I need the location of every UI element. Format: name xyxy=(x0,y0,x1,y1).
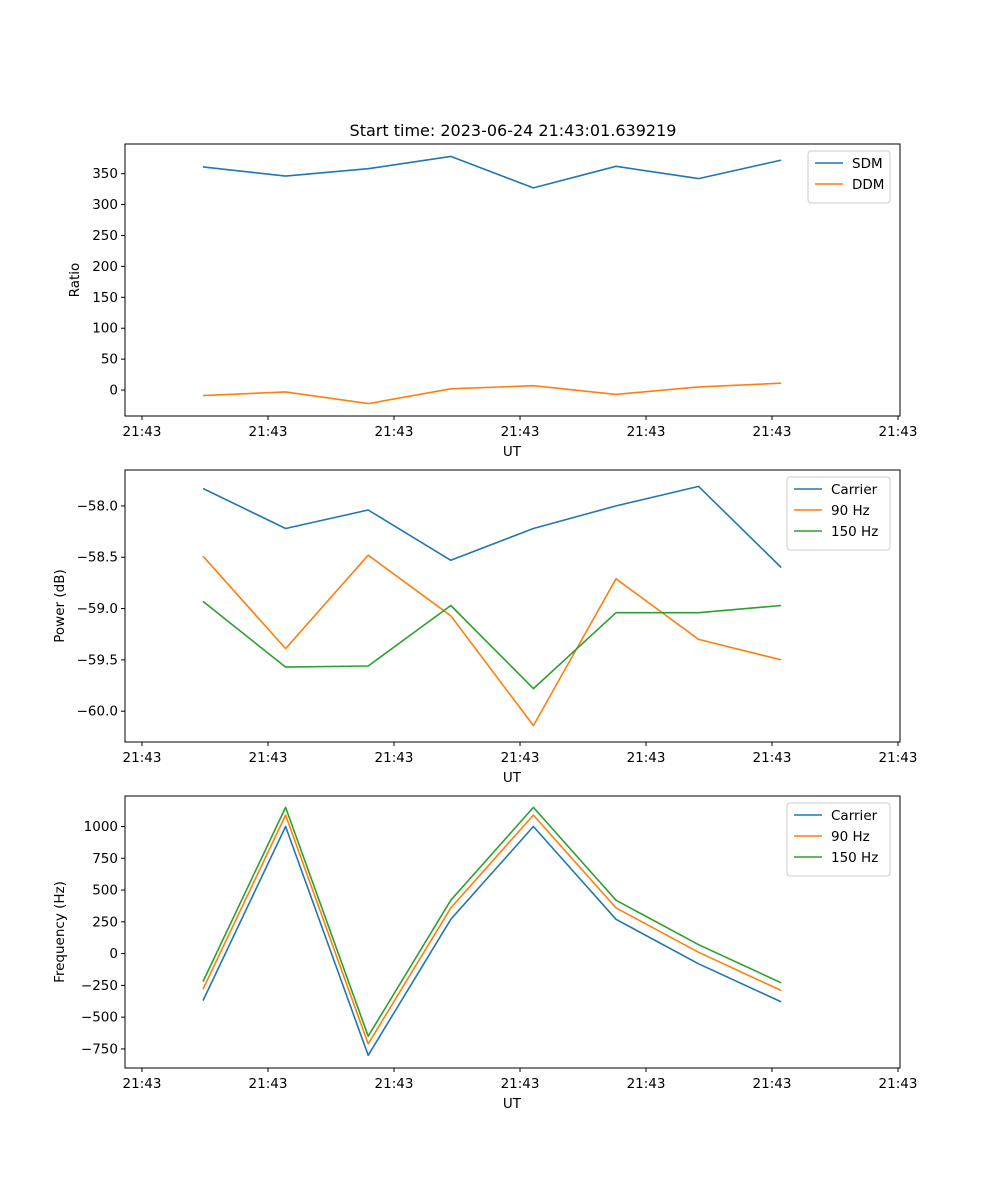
legend: Carrier 90 Hz 150 Hz xyxy=(786,802,891,877)
y-tick-label: −750 xyxy=(81,1041,118,1057)
x-tick-label: 21:43 xyxy=(249,1076,288,1092)
y-tick-label: −58.5 xyxy=(77,550,118,566)
legend-label: 150 Hz xyxy=(831,850,878,866)
x-tick-label: 21:43 xyxy=(123,750,162,766)
x-tick-label: 21:43 xyxy=(501,424,540,440)
x-axis-label: UT xyxy=(503,1096,522,1112)
y-tick-label: −250 xyxy=(81,978,118,994)
series-line-90-hz xyxy=(202,554,782,727)
subplot-1: 0 50 100 150 200 250 300 350 21:43 21:43 21:43 21:4… xyxy=(67,143,918,460)
x-tick-label: 21:43 xyxy=(627,424,666,440)
y-tick-label: 200 xyxy=(92,259,118,275)
y-tick-label: 250 xyxy=(92,914,118,930)
y-axis-label: Power (dB) xyxy=(52,569,68,642)
chart-title: Start time: 2023-06-24 21:43:01.639219 xyxy=(350,121,677,140)
legend-label: Carrier xyxy=(831,482,878,498)
y-tick-label: 300 xyxy=(92,197,118,213)
legend-label: Carrier xyxy=(831,808,878,824)
y-tick-label: 1000 xyxy=(84,819,118,835)
x-tick-label: 21:43 xyxy=(879,424,918,440)
legend-label: 90 Hz xyxy=(831,829,870,845)
subplot-3: −750 −500 −250 0 250 500 750 1000 21:43 21:43 21:4… xyxy=(52,795,918,1112)
x-tick-label: 21:43 xyxy=(879,1076,918,1092)
x-tick-label: 21:43 xyxy=(501,1076,540,1092)
y-tick-label: 50 xyxy=(101,352,118,368)
legend: Carrier 90 Hz 150 Hz xyxy=(786,476,891,551)
x-tick-label: 21:43 xyxy=(627,750,666,766)
x-tick-label: 21:43 xyxy=(627,1076,666,1092)
y-tick-label: 750 xyxy=(92,851,118,867)
y-axis-label: Ratio xyxy=(67,263,83,298)
x-tick-label: 21:43 xyxy=(375,1076,414,1092)
y-tick-label: −58.0 xyxy=(77,498,118,514)
legend-box xyxy=(807,150,891,204)
series-line-carrier xyxy=(202,825,782,1057)
y-tick-label: 100 xyxy=(92,321,118,337)
x-axis-label: UT xyxy=(503,444,522,460)
series-line-150-hz xyxy=(202,806,782,1037)
y-tick-label: 150 xyxy=(92,290,118,306)
y-tick-label: 250 xyxy=(92,228,118,244)
x-axis-label: UT xyxy=(503,770,522,786)
legend-label: 150 Hz xyxy=(831,524,878,540)
x-tick-label: 21:43 xyxy=(249,750,288,766)
x-tick-label: 21:43 xyxy=(501,750,540,766)
series-line-sdm xyxy=(202,155,782,189)
y-tick-label: −59.0 xyxy=(77,601,118,617)
legend-label: 90 Hz xyxy=(831,503,870,519)
x-tick-label: 21:43 xyxy=(879,750,918,766)
legend-label: SDM xyxy=(852,156,883,172)
x-tick-label: 21:43 xyxy=(123,1076,162,1092)
y-axis-label: Frequency (Hz) xyxy=(52,881,68,983)
x-tick-label: 21:43 xyxy=(375,424,414,440)
series-line-150-hz xyxy=(202,600,782,690)
y-tick-label: 0 xyxy=(109,383,118,399)
y-tick-label: 0 xyxy=(109,946,118,962)
plot-frame xyxy=(124,469,901,743)
subplot-2: −60.0 −59.5 −59.0 −58.5 −58.0 21:43 21:43 21:43… xyxy=(52,469,918,786)
series-line-carrier xyxy=(202,485,782,569)
y-tick-label: −60.0 xyxy=(77,704,118,720)
x-tick-label: 21:43 xyxy=(375,750,414,766)
y-tick-label: −59.5 xyxy=(77,652,118,668)
x-tick-label: 21:43 xyxy=(753,750,792,766)
y-tick-label: −500 xyxy=(81,1010,118,1026)
plot-frame xyxy=(124,143,901,417)
legend: SDM DDM xyxy=(807,150,891,204)
y-tick-label: 500 xyxy=(92,883,118,899)
y-tick-label: 350 xyxy=(92,166,118,182)
series-line-ddm xyxy=(202,382,782,405)
plot-frame xyxy=(124,795,901,1069)
x-tick-label: 21:43 xyxy=(753,424,792,440)
legend-label: DDM xyxy=(852,177,884,193)
x-tick-label: 21:43 xyxy=(753,1076,792,1092)
x-tick-label: 21:43 xyxy=(123,424,162,440)
x-tick-label: 21:43 xyxy=(249,424,288,440)
series-line-90-hz xyxy=(202,814,782,1045)
